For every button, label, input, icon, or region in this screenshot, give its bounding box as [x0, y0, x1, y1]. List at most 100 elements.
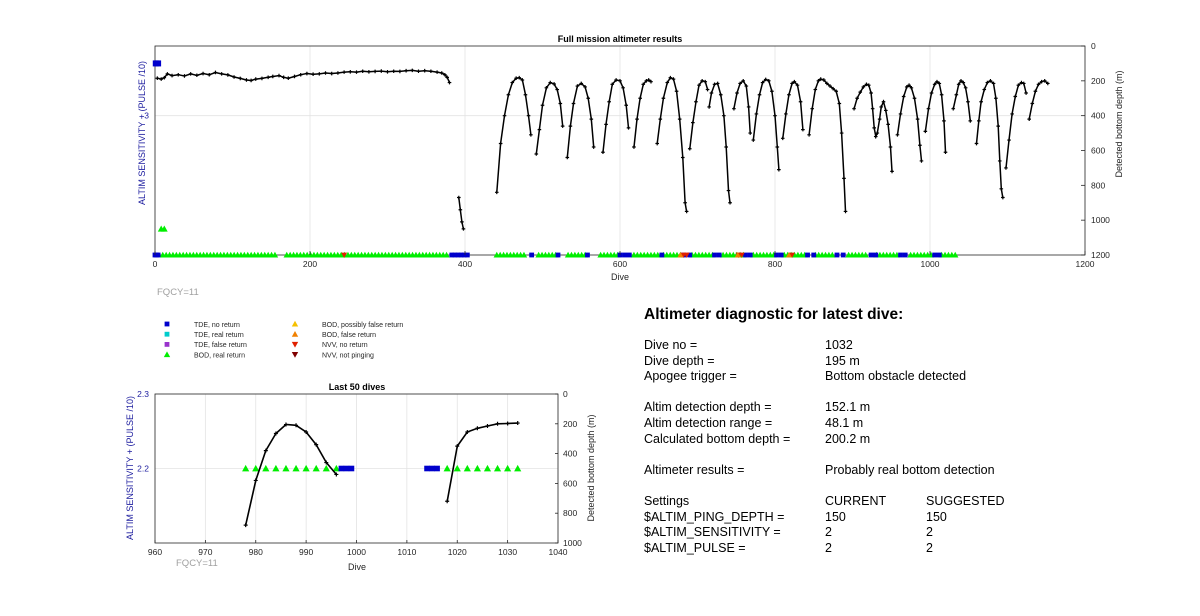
depth-series-line	[458, 197, 465, 230]
depth-point	[391, 69, 396, 74]
depth-point	[505, 421, 510, 426]
depth-point	[861, 85, 866, 89]
depth-point	[997, 159, 1002, 163]
depth-point	[1024, 91, 1028, 95]
depth-point	[966, 99, 970, 104]
setting-row: $ALTIM_PING_DEPTH = 150 150	[644, 510, 1064, 526]
bod-real-marker	[160, 225, 168, 232]
depth-point	[939, 92, 944, 97]
setting-suggested: 2	[926, 540, 933, 555]
depth-point	[601, 150, 605, 155]
depth-series-line	[446, 422, 518, 502]
depth-point	[271, 74, 275, 79]
x-tick-label: 970	[198, 547, 212, 557]
y-left-tick-label: 3	[144, 111, 149, 121]
bottom-chart-title: Last 50 dives	[329, 382, 386, 392]
depth-point	[311, 72, 315, 77]
depth-point	[1001, 195, 1005, 200]
x-tick-label: 1200	[1076, 259, 1095, 269]
depth-point	[655, 141, 659, 146]
bod-real-marker	[292, 464, 300, 472]
x-tick-label: 200	[303, 259, 317, 269]
bod-real-marker	[483, 464, 492, 472]
depth-point	[722, 113, 726, 118]
depth-point	[869, 91, 873, 95]
depth-point	[895, 133, 900, 137]
bod-real-marker	[493, 464, 502, 472]
depth-point	[801, 127, 805, 132]
depth-point	[956, 82, 961, 87]
bod-real-marker	[829, 251, 836, 258]
depth-point	[991, 81, 996, 86]
top-chart-marks	[152, 60, 1050, 258]
tde-no-return-marker	[458, 252, 464, 258]
depth-series-line	[1005, 81, 1027, 168]
depth-point	[658, 117, 663, 121]
depth-point	[1010, 112, 1014, 116]
depth-point	[314, 442, 319, 447]
depth-point	[571, 101, 576, 106]
bod-real-marker	[312, 464, 320, 472]
depth-point	[879, 105, 883, 109]
depth-point	[439, 71, 444, 75]
depth-point	[534, 152, 539, 156]
legend-square-marker	[164, 321, 170, 327]
x-tick-label: 1000	[921, 259, 940, 269]
depth-point	[526, 113, 531, 118]
apogee-trigger-row: Apogee trigger = Bottom obstacle detecte…	[644, 369, 1064, 385]
depth-point	[292, 74, 297, 79]
depth-point	[618, 79, 622, 83]
depth-point	[748, 131, 752, 135]
y-right-tick-label: 0	[563, 389, 568, 399]
x-tick-label: 1010	[397, 547, 416, 557]
depth-point	[586, 96, 591, 101]
depth-point	[644, 79, 649, 83]
depth-point	[951, 106, 956, 111]
bod-real-marker	[453, 464, 461, 472]
bottom-chart-xlabel: Dive	[348, 562, 366, 572]
depth-point	[614, 78, 618, 82]
y-right-tick-label: 200	[563, 419, 577, 429]
bod-false-marker	[677, 252, 684, 258]
bod-real-marker	[302, 464, 310, 472]
apogee-trigger-value: Bottom obstacle detected	[825, 369, 967, 384]
x-tick-label: 1000	[347, 547, 366, 557]
depth-point	[410, 68, 415, 73]
depth-point	[502, 113, 507, 118]
depth-point	[304, 429, 309, 434]
depth-point	[429, 69, 433, 74]
depth-point	[336, 71, 340, 75]
depth-point	[416, 69, 421, 74]
legend-triangle-down-marker	[291, 341, 299, 348]
depth-point	[825, 81, 829, 86]
depth-point	[170, 73, 174, 78]
depth-point	[677, 117, 682, 121]
bod-real-marker	[272, 464, 280, 472]
depth-series-line	[808, 78, 847, 212]
bod-false-marker	[785, 252, 792, 258]
depth-point	[398, 69, 402, 74]
depth-point	[460, 220, 464, 224]
tde-no-return-marker	[343, 465, 350, 472]
depth-point	[680, 155, 685, 160]
legend-label: TDE, real return	[194, 332, 244, 339]
tde-no-return-marker	[461, 252, 467, 258]
depth-point	[461, 227, 466, 231]
y-right-tick-label: 1000	[1091, 215, 1110, 225]
depth-point	[954, 92, 959, 97]
setting-current: 2	[825, 540, 832, 555]
depth-point	[1016, 83, 1021, 87]
x-tick-label: 600	[613, 259, 627, 269]
depth-point	[877, 117, 882, 121]
y-right-tick-label: 1200	[1091, 250, 1110, 260]
bod-real-marker	[473, 464, 481, 472]
depth-point	[671, 77, 676, 81]
depth-point	[687, 146, 692, 151]
depth-point	[610, 82, 615, 87]
depth-point	[810, 106, 814, 111]
bod-false-marker	[734, 252, 741, 258]
depth-series-line	[1028, 79, 1049, 120]
legend-label: BOD, real return	[194, 352, 245, 359]
depth-point	[232, 75, 236, 79]
depth-point	[935, 79, 939, 84]
